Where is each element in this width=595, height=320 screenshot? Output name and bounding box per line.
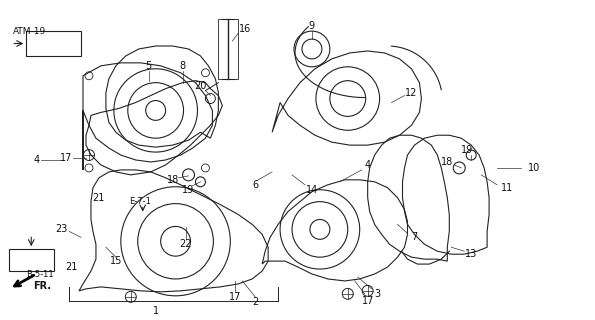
- Text: 6: 6: [252, 180, 258, 190]
- Text: 23: 23: [55, 224, 67, 234]
- Text: 18: 18: [441, 157, 453, 167]
- Text: B-5-11: B-5-11: [26, 269, 54, 278]
- Text: 8: 8: [180, 61, 186, 71]
- Text: 1: 1: [152, 306, 159, 316]
- Text: 19: 19: [461, 145, 474, 155]
- Text: 7: 7: [411, 232, 418, 242]
- Text: 5: 5: [146, 61, 152, 71]
- Text: 21: 21: [65, 262, 77, 272]
- Text: 16: 16: [239, 24, 251, 34]
- Text: 9: 9: [309, 21, 315, 31]
- Text: 2: 2: [252, 297, 258, 307]
- Text: 3: 3: [375, 289, 381, 299]
- Text: 10: 10: [528, 163, 540, 173]
- Text: 13: 13: [465, 249, 477, 259]
- Text: E-7-1: E-7-1: [129, 197, 151, 206]
- Text: 19: 19: [183, 185, 195, 195]
- Bar: [10, 249, 54, 271]
- Text: 4: 4: [33, 155, 39, 165]
- Text: 17: 17: [362, 296, 374, 306]
- Text: 14: 14: [306, 185, 318, 195]
- Text: 11: 11: [501, 183, 513, 193]
- Text: 21: 21: [93, 193, 105, 203]
- Text: 20: 20: [195, 81, 206, 91]
- Text: 17: 17: [60, 153, 72, 163]
- Text: FR.: FR.: [33, 281, 51, 291]
- Text: 12: 12: [405, 88, 418, 98]
- Bar: [26, 31, 81, 56]
- Text: 4: 4: [365, 160, 371, 170]
- Text: ATM-19: ATM-19: [13, 27, 46, 36]
- Text: 17: 17: [229, 292, 242, 302]
- Text: 18: 18: [167, 175, 178, 185]
- Bar: [218, 19, 238, 79]
- Text: 22: 22: [179, 239, 192, 249]
- Text: 15: 15: [109, 256, 122, 266]
